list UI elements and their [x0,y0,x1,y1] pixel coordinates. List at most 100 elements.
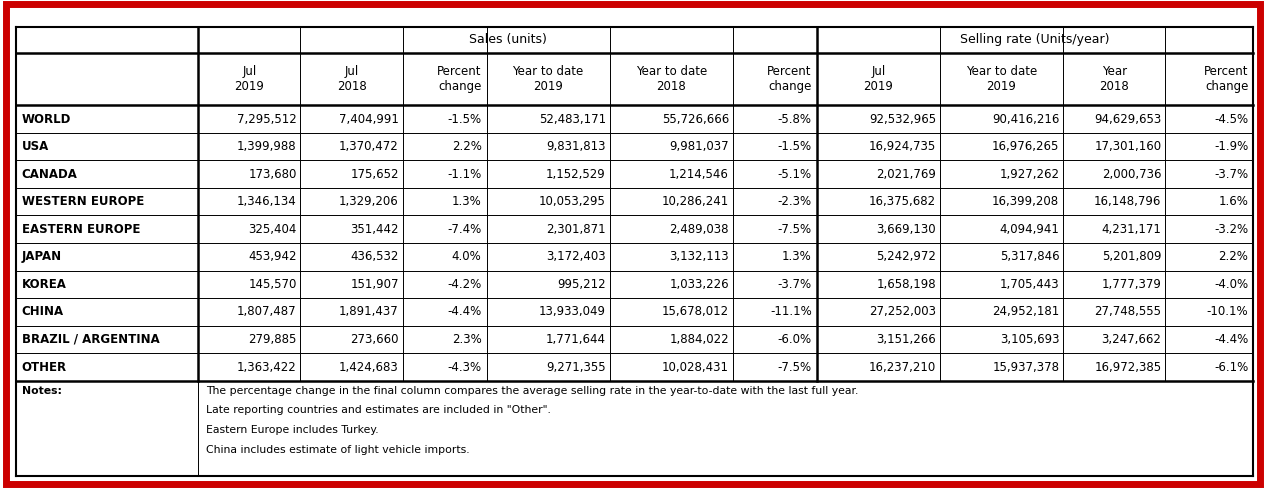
Text: Selling rate (Units/year): Selling rate (Units/year) [961,33,1110,46]
Text: BRAZIL / ARGENTINA: BRAZIL / ARGENTINA [22,333,160,346]
Text: 1,884,022: 1,884,022 [670,333,729,346]
Text: -6.1%: -6.1% [1214,361,1248,373]
Text: 175,652: 175,652 [351,167,399,181]
Text: 4,231,171: 4,231,171 [1101,223,1161,236]
Text: Year to date
2018: Year to date 2018 [636,65,706,93]
Text: 9,271,355: 9,271,355 [547,361,606,373]
Text: CANADA: CANADA [22,167,77,181]
Text: 279,885: 279,885 [248,333,296,346]
Text: 1.3%: 1.3% [782,250,812,264]
Text: -11.1%: -11.1% [770,305,812,318]
Text: 1,033,226: 1,033,226 [670,278,729,291]
Text: 1,927,262: 1,927,262 [999,167,1060,181]
Text: 151,907: 151,907 [351,278,399,291]
Text: Notes:: Notes: [22,386,62,396]
Text: 94,629,653: 94,629,653 [1094,113,1161,125]
Text: 16,148,796: 16,148,796 [1094,195,1161,208]
Text: 325,404: 325,404 [248,223,296,236]
Text: -2.3%: -2.3% [777,195,812,208]
Text: 2.2%: 2.2% [1218,250,1248,264]
Text: -7.4%: -7.4% [447,223,481,236]
Text: -3.7%: -3.7% [777,278,812,291]
Text: 92,532,965: 92,532,965 [868,113,936,125]
Text: 16,924,735: 16,924,735 [868,140,936,153]
Text: -1.5%: -1.5% [447,113,481,125]
Text: 2.2%: 2.2% [452,140,481,153]
Text: Percent
change: Percent change [1204,65,1248,93]
Text: USA: USA [22,140,49,153]
Text: 52,483,171: 52,483,171 [539,113,606,125]
Text: EASTERN EUROPE: EASTERN EUROPE [22,223,141,236]
Text: 10,286,241: 10,286,241 [662,195,729,208]
Text: 2.3%: 2.3% [452,333,481,346]
Text: 5,201,809: 5,201,809 [1101,250,1161,264]
Text: 3,151,266: 3,151,266 [876,333,936,346]
Text: -5.1%: -5.1% [777,167,812,181]
Text: -3.2%: -3.2% [1214,223,1248,236]
Text: Percent
change: Percent change [767,65,812,93]
Text: 24,952,181: 24,952,181 [993,305,1060,318]
Text: 16,399,208: 16,399,208 [993,195,1060,208]
Text: Percent
change: Percent change [437,65,481,93]
Text: 16,972,385: 16,972,385 [1094,361,1161,373]
Text: 9,831,813: 9,831,813 [547,140,606,153]
Text: WORLD: WORLD [22,113,71,125]
Text: 995,212: 995,212 [557,278,606,291]
Text: 7,295,512: 7,295,512 [237,113,296,125]
Text: 1,370,472: 1,370,472 [339,140,399,153]
Text: -10.1%: -10.1% [1206,305,1248,318]
Text: 1,214,546: 1,214,546 [670,167,729,181]
Text: -7.5%: -7.5% [777,223,812,236]
Text: 1,807,487: 1,807,487 [237,305,296,318]
Text: -1.1%: -1.1% [447,167,481,181]
Text: WESTERN EUROPE: WESTERN EUROPE [22,195,144,208]
Text: 4,094,941: 4,094,941 [999,223,1060,236]
Text: 5,242,972: 5,242,972 [876,250,936,264]
Text: 7,404,991: 7,404,991 [339,113,399,125]
Text: 3,132,113: 3,132,113 [670,250,729,264]
Text: -5.8%: -5.8% [777,113,812,125]
Text: 2,489,038: 2,489,038 [670,223,729,236]
Text: Late reporting countries and estimates are included in "Other".: Late reporting countries and estimates a… [206,406,551,415]
Text: -6.0%: -6.0% [777,333,812,346]
Text: 1,771,644: 1,771,644 [546,333,606,346]
Text: 2,000,736: 2,000,736 [1101,167,1161,181]
Text: 1,399,988: 1,399,988 [237,140,296,153]
Text: 3,669,130: 3,669,130 [876,223,936,236]
Text: Year to date
2019: Year to date 2019 [966,65,1037,93]
Text: Sales (units): Sales (units) [468,33,547,46]
Text: JAPAN: JAPAN [22,250,62,264]
Text: 27,748,555: 27,748,555 [1094,305,1161,318]
Text: Year
2018: Year 2018 [1099,65,1129,93]
Text: 1,152,529: 1,152,529 [546,167,606,181]
Text: Jul
2019: Jul 2019 [234,65,265,93]
Text: 2,021,769: 2,021,769 [876,167,936,181]
Text: -4.0%: -4.0% [1214,278,1248,291]
Text: -3.7%: -3.7% [1214,167,1248,181]
Text: 453,942: 453,942 [248,250,296,264]
Text: 5,317,846: 5,317,846 [1000,250,1060,264]
Text: CHINA: CHINA [22,305,63,318]
Text: -4.5%: -4.5% [1214,113,1248,125]
Text: 15,937,378: 15,937,378 [993,361,1060,373]
Text: 436,532: 436,532 [351,250,399,264]
Text: 351,442: 351,442 [351,223,399,236]
Text: 16,237,210: 16,237,210 [868,361,936,373]
Text: Jul
2018: Jul 2018 [337,65,366,93]
Text: 10,028,431: 10,028,431 [662,361,729,373]
Text: 1.6%: 1.6% [1218,195,1248,208]
Text: 16,976,265: 16,976,265 [991,140,1060,153]
Text: 1,705,443: 1,705,443 [1000,278,1060,291]
Text: 273,660: 273,660 [351,333,399,346]
Text: 1,891,437: 1,891,437 [339,305,399,318]
Text: Year to date
2019: Year to date 2019 [513,65,584,93]
Text: KOREA: KOREA [22,278,66,291]
Text: -7.5%: -7.5% [777,361,812,373]
Text: 55,726,666: 55,726,666 [662,113,729,125]
Text: 173,680: 173,680 [248,167,296,181]
Text: 27,252,003: 27,252,003 [870,305,936,318]
Text: Eastern Europe includes Turkey.: Eastern Europe includes Turkey. [206,425,379,435]
Text: 16,375,682: 16,375,682 [868,195,936,208]
Text: The percentage change in the final column compares the average selling rate in t: The percentage change in the final colum… [206,386,858,396]
Text: 15,678,012: 15,678,012 [662,305,729,318]
